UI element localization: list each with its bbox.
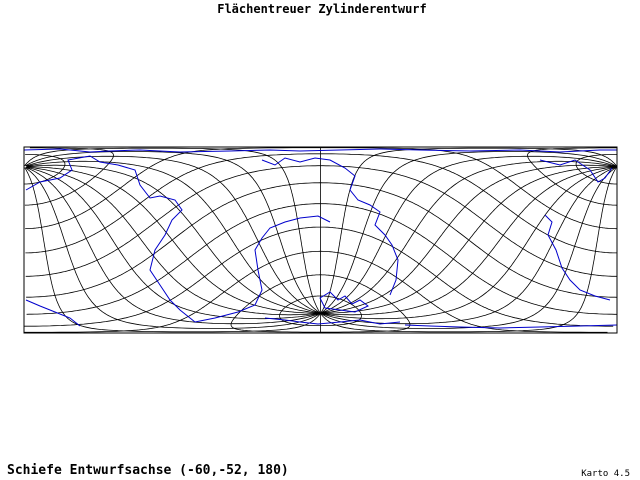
graticule-line: [230, 274, 411, 333]
graticule: [23, 147, 618, 334]
map-frame: [23, 146, 618, 334]
caption: Schiefe Entwurfsachse (-60,-52, 180): [7, 463, 289, 478]
graticule-line: [24, 147, 617, 206]
coastline: [23, 148, 617, 153]
coastline: [264, 317, 401, 325]
title: Flächentreuer Zylinderentwurf: [217, 2, 427, 16]
graticule-line: [25, 167, 321, 325]
graticule-line: [26, 203, 617, 315]
graticule-line: [24, 226, 614, 327]
coastline: [539, 159, 613, 183]
graticule-line: [26, 166, 321, 320]
coastline: [404, 324, 618, 329]
coastline: [544, 214, 611, 301]
coastlines: [23, 148, 618, 329]
coastline: [25, 155, 196, 323]
graticule-line: [279, 295, 362, 326]
coastline: [194, 215, 331, 323]
graticule-line: [25, 165, 617, 277]
graticule-line: [25, 147, 617, 230]
coastline: [25, 299, 81, 327]
graticule-line: [24, 250, 608, 333]
coastline: [261, 157, 399, 296]
coastline: [319, 291, 369, 313]
version: Karto 4.5: [581, 469, 630, 479]
